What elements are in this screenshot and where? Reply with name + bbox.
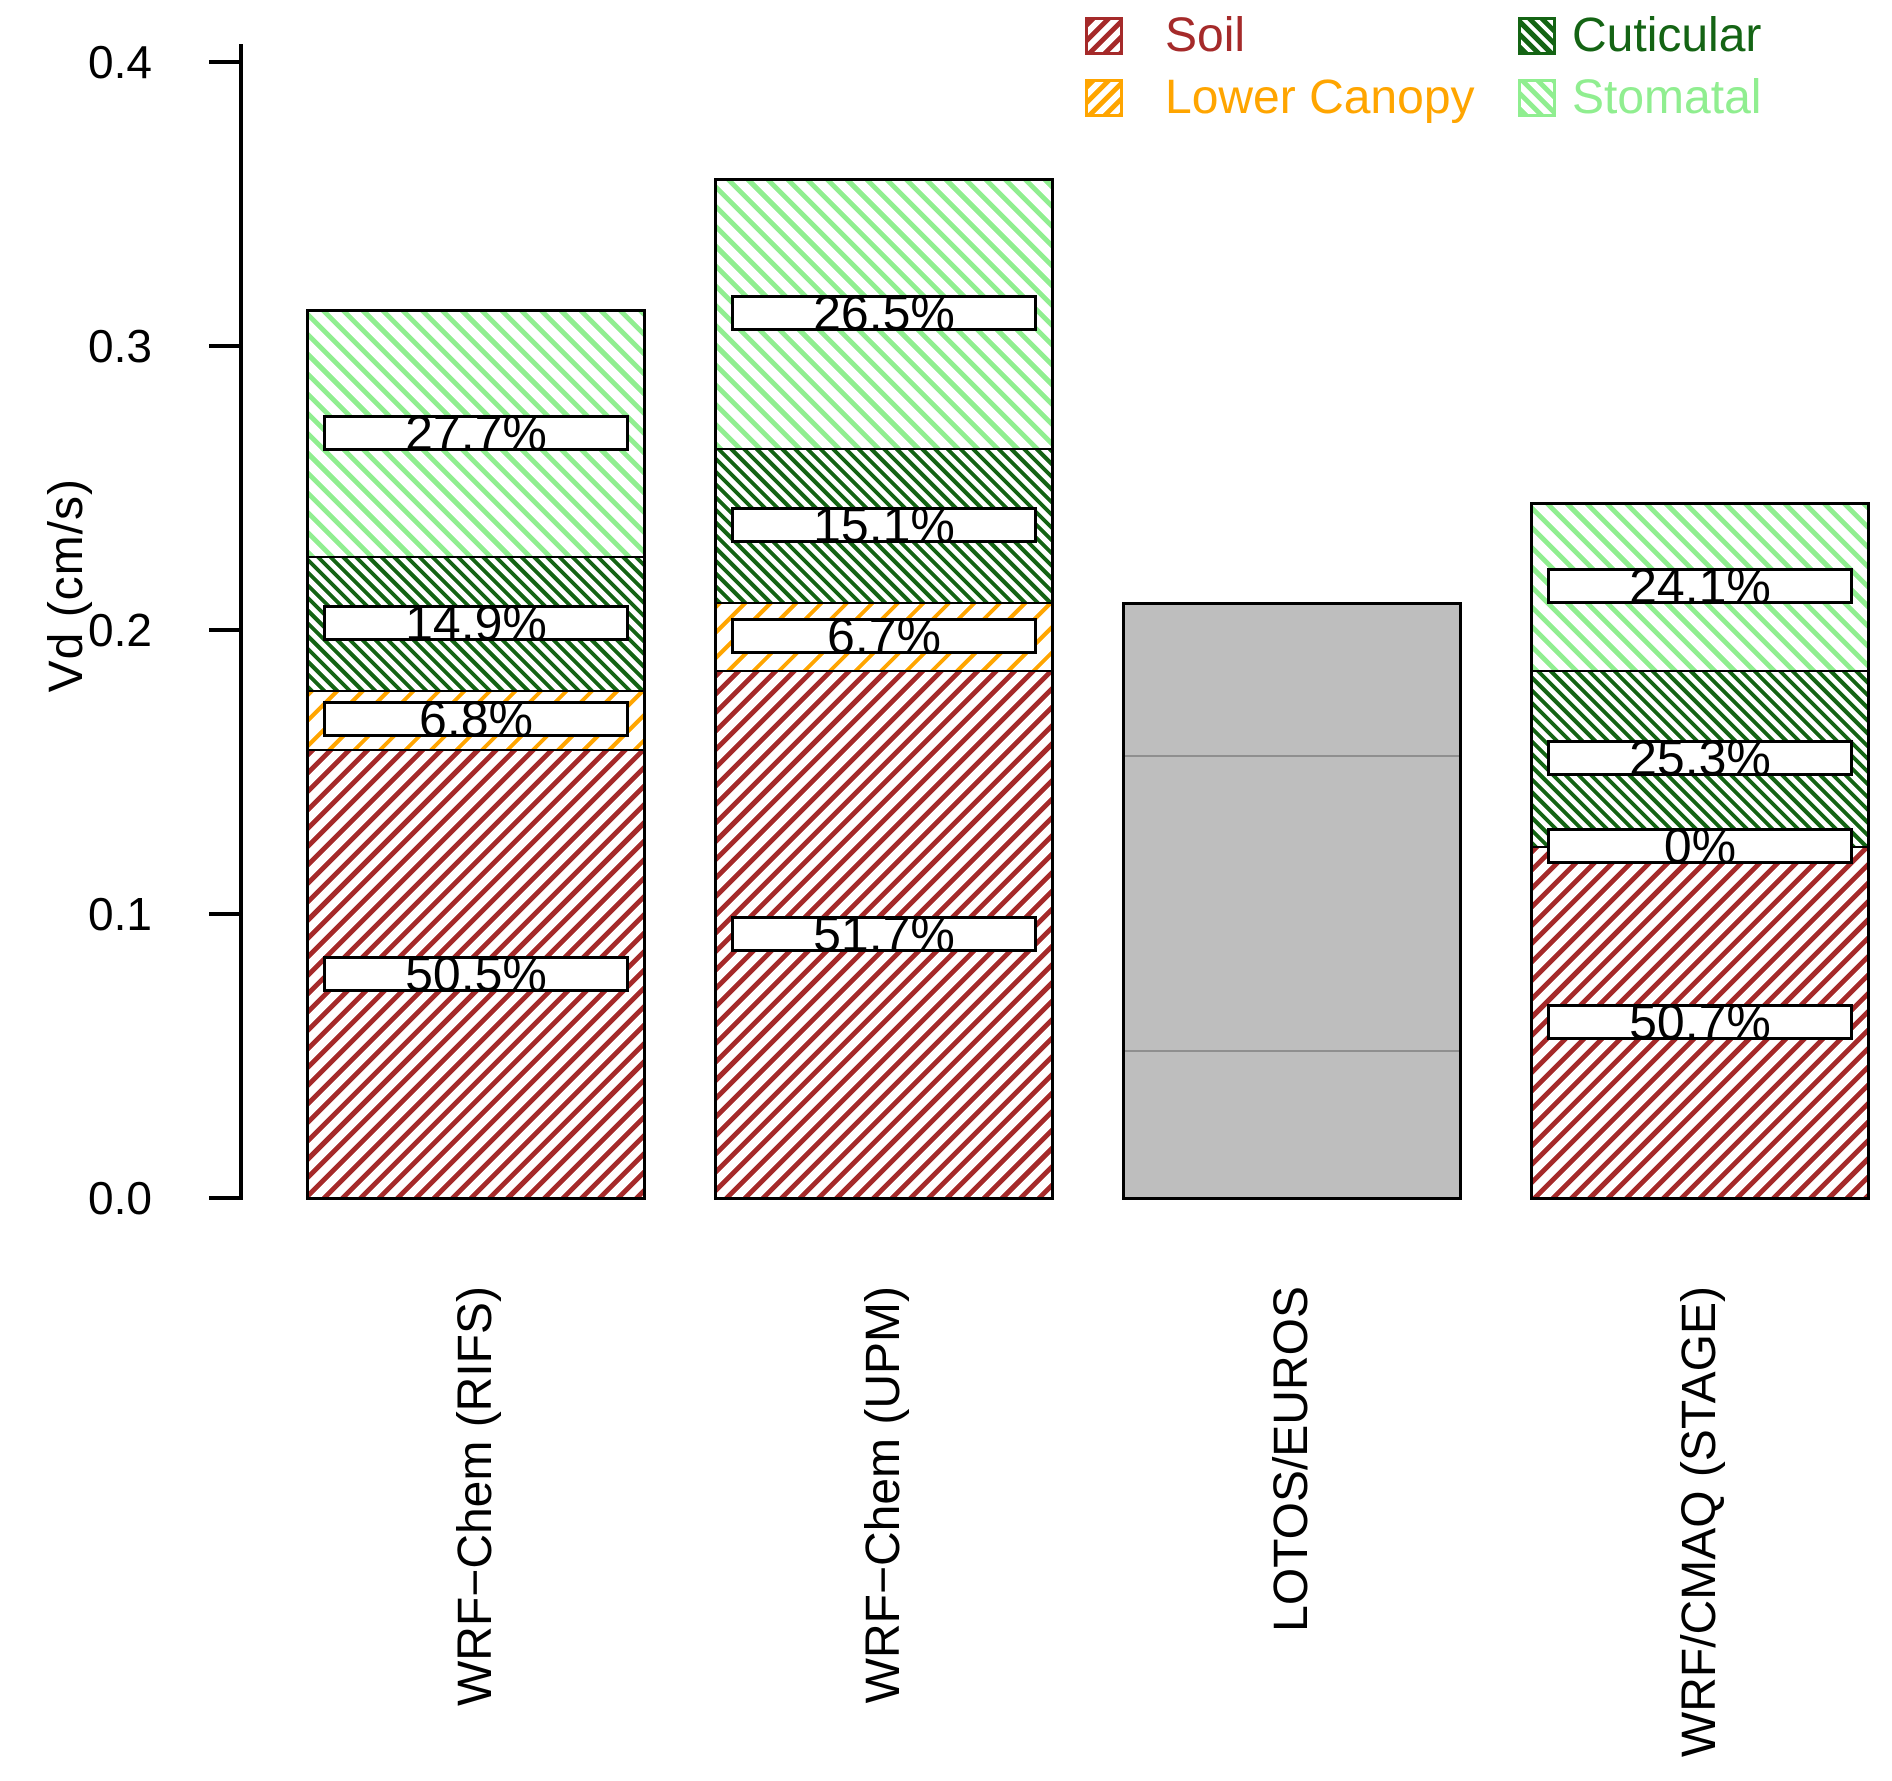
gray-bar-divider [1125,754,1459,757]
y-tick-mark [209,60,241,64]
gray-bar-divider [1125,1050,1459,1053]
x-axis-label-3: LOTOS/EUROS [1265,1286,1318,1632]
legend-label: Cuticular [1572,9,1762,62]
legend-column-2: Cuticular Stomatal [1518,9,1762,138]
y-tick-mark [209,344,241,348]
y-tick-label: 0.1 [88,888,152,940]
y-axis-title: Vd (cm/s) [40,478,93,693]
percent-label-box: 50.5% [323,945,629,1002]
legend-item-stomatal: Stomatal [1518,71,1762,124]
percent-label: 15.1% [813,496,955,553]
percent-label: 27.7% [405,404,547,461]
y-tick-mark [209,1196,241,1200]
percent-label-box: 6.7% [731,607,1037,664]
bar-outline [306,309,646,1200]
legend-label: Lower Canopy [1165,71,1475,124]
percent-label-box: 50.7% [1547,993,1853,1050]
percent-label-box: 27.7% [323,404,629,461]
x-axis-label-2: WRF−Chem (UPM) [857,1286,910,1704]
percent-label-box: 25.3% [1547,729,1853,786]
bar-outline [1530,502,1870,1200]
percent-label: 26.5% [813,285,955,342]
bar-unpartitioned-LOTOS/EUROS [1122,601,1462,1200]
percent-label: 0% [1663,817,1737,874]
percent-label-box: 0% [1547,817,1853,874]
percent-label: 6.8% [419,691,533,748]
legend: Soil Lower Canopy Cuticular Stomatal [0,0,1892,140]
percent-label-box: 24.1% [1547,557,1853,614]
percent-label: 25.3% [1629,729,1771,786]
legend-item-cuticular: Cuticular [1518,9,1762,62]
legend-item-lower-canopy: Lower Canopy [1085,71,1475,124]
percent-label: 51.7% [813,905,955,962]
bar-outline [714,178,1054,1200]
stomatal-hatch-swatch-icon [1518,79,1556,117]
y-tick-label: 0.2 [88,604,152,656]
percent-label: 14.9% [405,594,547,651]
percent-label: 6.7% [827,607,941,664]
soil-hatch-swatch-icon [1085,17,1123,55]
x-axis-label-1: WRF−Chem (RIFS) [449,1286,502,1706]
percent-label-box: 51.7% [731,905,1037,962]
cuticular-hatch-swatch-icon [1518,17,1556,55]
y-tick-label: 0.0 [88,1172,152,1224]
percent-label: 50.5% [405,945,547,1002]
y-tick-label: 0.4 [88,36,152,88]
lower-canopy-hatch-swatch-icon [1085,79,1123,117]
x-axis-label-4: WRF/CMAQ (STAGE) [1673,1286,1726,1758]
percent-label: 24.1% [1629,557,1771,614]
percent-label-box: 6.8% [323,691,629,748]
legend-item-soil: Soil [1085,9,1475,62]
y-axis-line [239,44,243,1200]
legend-column-1: Soil Lower Canopy [1085,9,1475,138]
percent-label: 50.7% [1629,993,1771,1050]
y-tick-mark [209,912,241,916]
y-tick-mark [209,628,241,632]
percent-label-box: 26.5% [731,285,1037,342]
legend-label: Stomatal [1572,71,1762,124]
y-tick-label: 0.3 [88,320,152,372]
percent-label-box: 14.9% [323,594,629,651]
percent-label-box: 15.1% [731,496,1037,553]
legend-label: Soil [1165,9,1246,62]
